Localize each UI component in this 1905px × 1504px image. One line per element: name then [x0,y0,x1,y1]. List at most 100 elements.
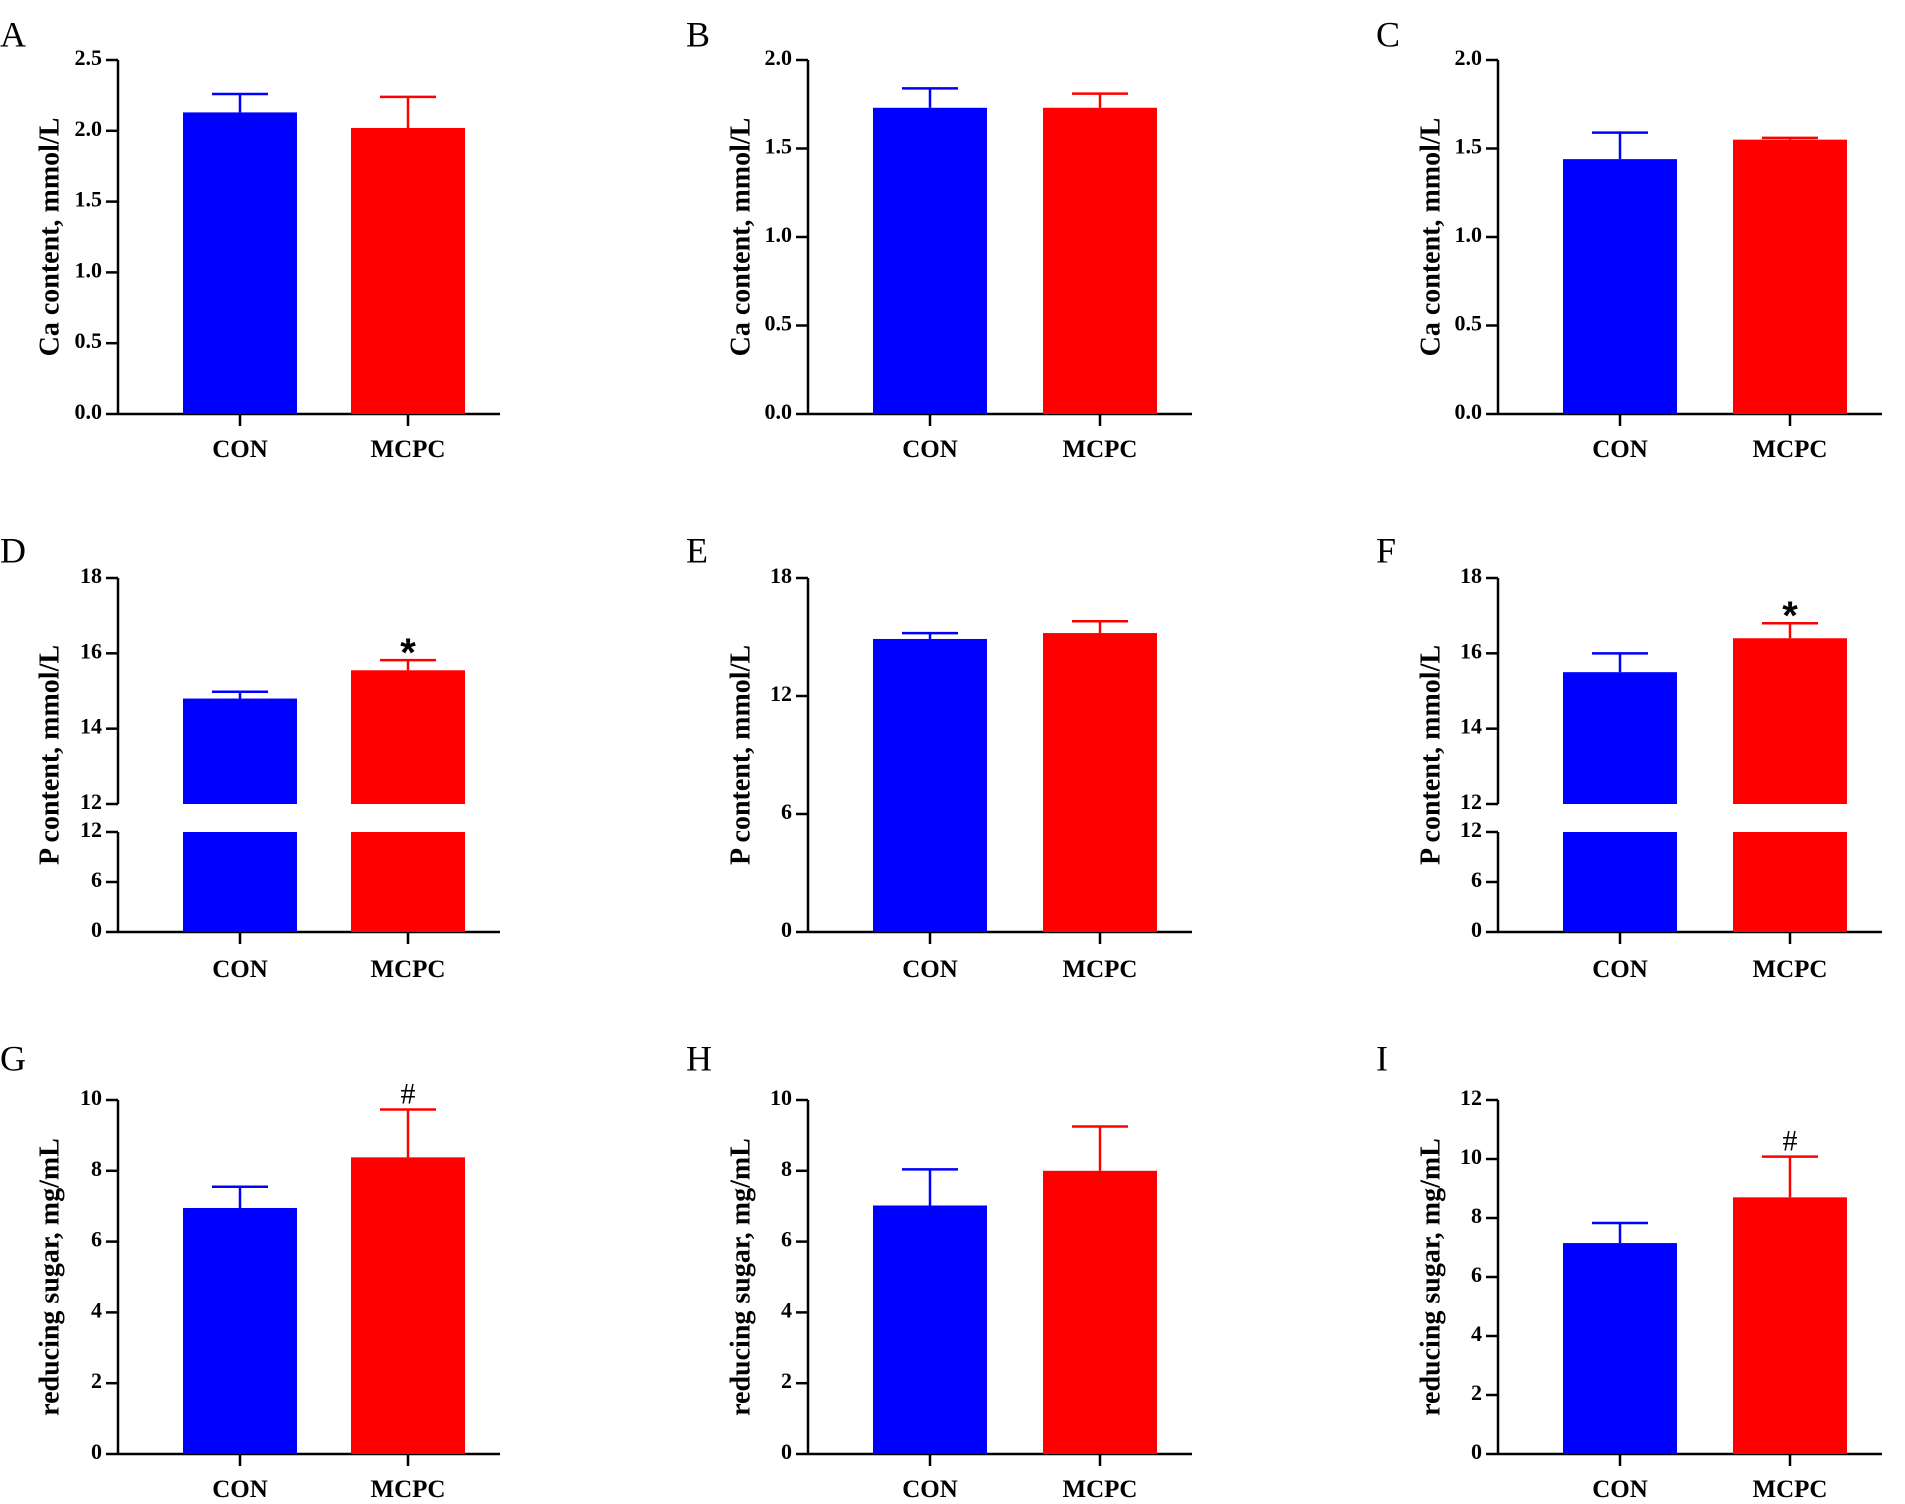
y-tick-label: 12 [1460,789,1482,814]
y-tick-label: 1.5 [765,134,793,159]
y-tick-label: 2.5 [75,45,103,70]
y-tick-label: 1.0 [75,257,103,282]
panel-letter: C [1376,14,1400,54]
y-tick-label: 0.0 [1455,399,1483,424]
y-axis-label: P content, mmol/L [725,645,756,865]
y-tick-label: 0.5 [1455,311,1483,336]
x-tick-label: CON [1592,956,1648,983]
y-axis-label: Ca content, mmol/L [1415,118,1446,357]
y-tick-label: 4 [1471,1321,1482,1346]
y-tick-label: 12 [1460,1085,1482,1110]
panel-letter: B [686,14,710,54]
y-tick-label: 10 [770,1085,792,1110]
y-tick-label: 2.0 [1455,45,1483,70]
x-tick-label: CON [212,436,268,463]
chart-panel-a: A Ca content, mmol/L 0.0 0.5 1.0 1.5 2.0 2.5 CON… [0,14,500,463]
bar-con-seg1 [183,698,297,804]
y-tick-label: 0 [91,1439,102,1464]
y-tick-label: 8 [781,1156,792,1181]
bar-mcpc-seg1 [1733,638,1847,804]
panel-letter: H [686,1038,712,1078]
x-tick-label: MCPC [1753,956,1828,983]
x-tick-label: CON [1592,1476,1648,1503]
y-axis-label: Ca content, mmol/L [34,118,65,357]
y-tick-label: 2 [91,1368,102,1393]
bar-mcpc [1733,1197,1847,1454]
y-tick-label: 0 [1471,917,1482,942]
x-tick-label: CON [902,1476,958,1503]
y-tick-label: 2.0 [765,45,793,70]
y-tick-label: 18 [770,563,792,588]
panel-letter: G [0,1038,26,1078]
y-tick-label: 10 [1460,1144,1482,1169]
bar-con [873,107,987,414]
x-tick-label: CON [902,956,958,983]
y-tick-label: 6 [91,867,102,892]
x-tick-label: MCPC [1063,1476,1138,1503]
x-tick-label: MCPC [1753,1476,1828,1503]
y-tick-label: 14 [80,714,102,739]
significance-marker: # [401,1078,416,1111]
y-tick-label: 18 [80,563,102,588]
y-tick-label: 0.5 [75,328,103,353]
y-tick-label: 1.0 [765,222,793,247]
y-tick-label: 6 [91,1227,102,1252]
y-tick-label: 16 [1460,638,1482,663]
y-tick-label: 6 [781,1227,792,1252]
y-tick-label: 12 [770,681,792,706]
x-tick-label: CON [212,956,268,983]
x-tick-label: MCPC [1753,436,1828,463]
x-tick-label: CON [902,436,958,463]
y-tick-label: 1.5 [1455,134,1483,159]
y-axis-label: reducing sugar, mg/mL [34,1138,65,1416]
y-tick-label: 18 [1460,563,1482,588]
panel-letter: F [1376,530,1396,570]
y-tick-label: 1.0 [1455,222,1483,247]
panel-letter: I [1376,1038,1388,1078]
y-tick-label: 12 [1460,817,1482,842]
y-tick-label: 16 [80,638,102,663]
y-tick-label: 8 [1471,1203,1482,1228]
bar-con [1563,1243,1677,1454]
bar-con [183,1207,297,1454]
y-tick-label: 12 [80,817,102,842]
bar-con-seg0 [1563,832,1677,932]
bar-mcpc [1043,107,1157,414]
bar-mcpc [1733,139,1847,414]
bar-con-seg0 [183,832,297,932]
bar-con [873,638,987,932]
y-tick-label: 6 [1471,1262,1482,1287]
significance-marker: # [1783,1125,1798,1158]
y-tick-label: 4 [781,1297,792,1322]
y-tick-label: 2.0 [75,116,103,141]
bar-mcpc [1043,633,1157,932]
bar-mcpc-seg0 [1733,832,1847,932]
y-tick-label: 0 [781,917,792,942]
x-tick-label: MCPC [371,436,446,463]
bar-mcpc-seg0 [351,832,465,932]
y-axis-label: Ca content, mmol/L [725,118,756,357]
chart-panel-c: C Ca content, mmol/L 0.0 0.5 1.0 1.5 2.0 CON MCP… [1376,14,1882,463]
y-tick-label: 1.5 [75,187,103,212]
y-axis-label: P content, mmol/L [1415,645,1446,865]
y-tick-label: 14 [1460,714,1482,739]
y-tick-label: 4 [91,1297,102,1322]
y-tick-label: 6 [1471,867,1482,892]
chart-panel-e: E P content, mmol/L 0 6 12 18 CON MCPC [686,530,1192,983]
x-tick-label: CON [1592,436,1648,463]
y-tick-label: 0 [781,1439,792,1464]
x-tick-label: MCPC [371,1476,446,1503]
x-tick-label: MCPC [1063,436,1138,463]
bar-con-seg1 [1563,672,1677,804]
y-tick-label: 8 [91,1156,102,1181]
y-tick-label: 0.0 [75,399,103,424]
y-tick-label: 0.0 [765,399,793,424]
bar-mcpc [1043,1170,1157,1454]
bar-mcpc-seg1 [351,670,465,804]
y-tick-label: 0.5 [765,311,793,336]
chart-panel-f: F P content, mmol/L 0 6 12 12 14 16 18 CON * MCPC [1376,530,1882,983]
